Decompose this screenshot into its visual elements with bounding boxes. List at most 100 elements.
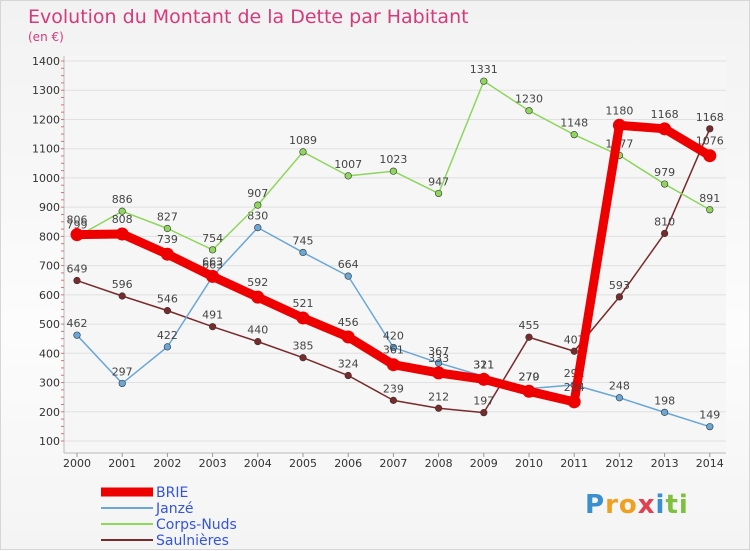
data-label: 270: [519, 370, 540, 383]
y-tick-label: 1200: [32, 113, 60, 126]
x-tick-label: 2008: [425, 457, 453, 470]
data-label: 649: [67, 263, 88, 276]
data-point: [389, 343, 398, 352]
data-point: [435, 359, 443, 367]
data-point: [660, 180, 669, 188]
data-point: [389, 167, 398, 175]
data-label: 593: [609, 279, 630, 292]
x-tick-label: 2003: [199, 457, 227, 470]
x-tick-label: 2000: [63, 457, 91, 470]
data-point: [615, 394, 624, 402]
logo-letter: o: [618, 490, 638, 520]
data-point: [570, 131, 578, 139]
y-tick-label: 400: [39, 347, 60, 360]
data-point: [160, 247, 174, 261]
logo-letter: P: [585, 490, 606, 520]
y-tick-label: 1400: [32, 55, 60, 68]
chart-title: Evolution du Montant de la Dette par Hab…: [28, 6, 469, 28]
data-point: [525, 107, 533, 115]
data-point: [706, 423, 714, 431]
data-point: [703, 149, 717, 163]
y-tick-label: 900: [39, 201, 60, 214]
data-point: [612, 118, 626, 132]
data-point: [344, 172, 352, 180]
data-label: 367: [428, 345, 449, 358]
data-point: [658, 122, 672, 136]
data-label: 907: [247, 187, 268, 200]
x-tick-label: 2007: [379, 457, 407, 470]
data-point: [344, 371, 352, 380]
data-label: 1230: [515, 93, 543, 106]
x-tick-label: 2013: [651, 457, 679, 470]
data-point: [254, 201, 262, 209]
legend-label-janzé: Janzé: [155, 501, 194, 517]
data-label: 324: [338, 358, 359, 371]
data-label: 830: [247, 210, 268, 223]
data-label: 739: [157, 233, 178, 246]
data-label: 1007: [334, 158, 362, 171]
y-tick-label: 300: [39, 377, 60, 390]
data-point: [206, 269, 220, 283]
data-point: [522, 384, 536, 398]
data-label: 886: [112, 193, 133, 206]
data-point: [386, 358, 400, 372]
data-label: 455: [519, 319, 540, 332]
data-point: [480, 409, 488, 417]
logo-letter: i: [655, 490, 666, 520]
data-point: [118, 207, 126, 215]
data-point: [299, 248, 307, 257]
data-point: [389, 396, 398, 404]
data-label: 596: [112, 278, 133, 291]
data-point: [660, 229, 669, 238]
data-label: 810: [654, 215, 675, 228]
data-label: 234: [564, 381, 585, 394]
data-point: [115, 227, 129, 241]
data-point: [706, 125, 714, 133]
x-tick-label: 2012: [605, 457, 633, 470]
data-point: [341, 330, 355, 344]
data-point: [296, 311, 310, 325]
proxiti-logo: Proxiti: [585, 490, 689, 520]
x-tick-label: 2002: [153, 457, 181, 470]
data-point: [480, 77, 488, 85]
x-tick-label: 2005: [289, 457, 317, 470]
data-label: 827: [157, 210, 178, 223]
data-point: [344, 272, 352, 280]
data-label: 321: [473, 358, 494, 371]
data-point: [118, 292, 126, 300]
data-point: [660, 408, 669, 416]
data-point: [70, 228, 84, 242]
y-tick-label: 1000: [32, 172, 60, 185]
data-label: 456: [338, 316, 359, 329]
data-point: [570, 347, 578, 355]
x-tick-label: 2001: [108, 457, 136, 470]
data-label: 420: [383, 329, 404, 342]
data-label: 745: [293, 234, 314, 247]
data-point: [73, 331, 81, 339]
logo-letter: t: [665, 490, 679, 520]
legend-label-saulnières: Saulnières: [156, 533, 229, 549]
data-point: [73, 276, 81, 285]
data-label: 1023: [379, 153, 407, 166]
data-label: 422: [157, 329, 178, 342]
data-point: [525, 333, 533, 341]
data-label: 385: [293, 340, 314, 353]
data-label: 754: [202, 232, 223, 245]
chart-ylabel: (en €): [28, 30, 64, 44]
data-label: 947: [428, 175, 449, 188]
data-label: 1089: [289, 134, 317, 147]
x-tick-label: 2011: [560, 457, 588, 470]
data-label: 297: [112, 365, 133, 378]
data-label: 806: [67, 214, 88, 227]
logo-letter: x: [637, 490, 656, 520]
logo-letter: r: [605, 490, 619, 520]
data-label: 663: [202, 255, 223, 268]
data-label: 462: [67, 317, 88, 330]
data-point: [251, 290, 265, 304]
y-tick-label: 800: [39, 230, 60, 243]
x-tick-label: 2006: [334, 457, 362, 470]
y-tick-label: 600: [39, 289, 60, 302]
data-point: [615, 293, 624, 301]
